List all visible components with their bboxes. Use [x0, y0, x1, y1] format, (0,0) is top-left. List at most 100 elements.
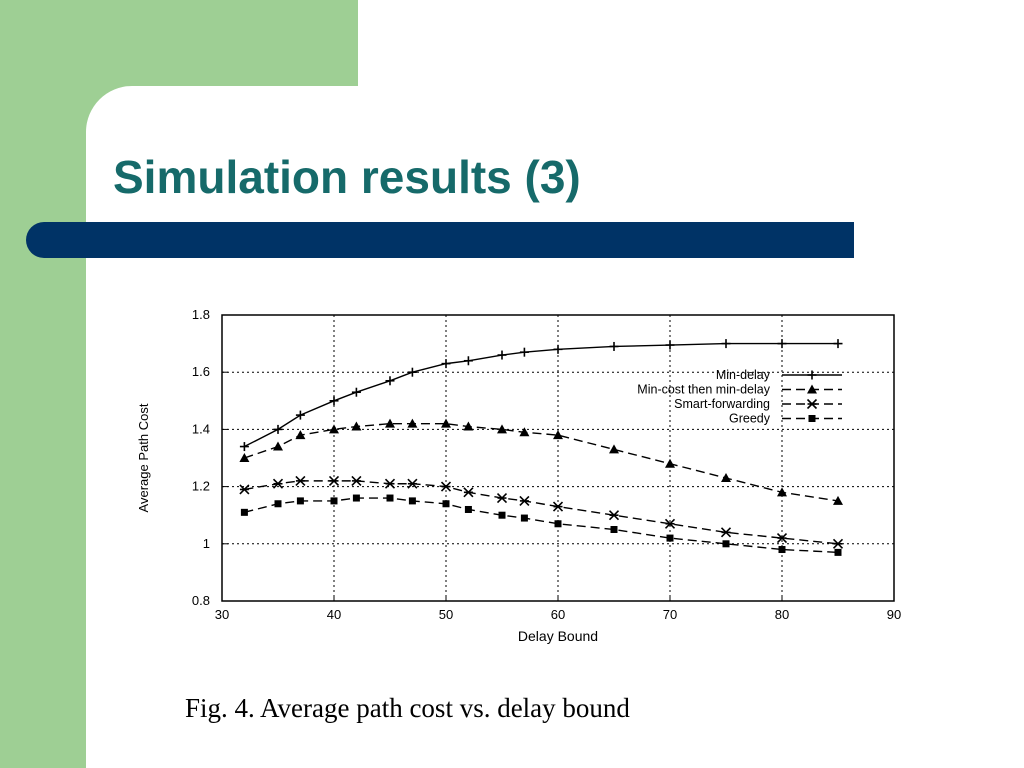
data-point	[463, 487, 474, 498]
data-point	[554, 520, 562, 528]
data-point	[407, 367, 417, 377]
legend-label: Min-delay	[716, 368, 771, 382]
series-line	[244, 422, 839, 502]
data-point	[498, 511, 506, 519]
data-point	[832, 538, 844, 549]
data-point	[441, 359, 451, 369]
x-axis-label: Delay Bound	[518, 628, 598, 644]
data-point	[666, 534, 674, 542]
data-point	[407, 418, 418, 428]
data-point	[240, 508, 248, 516]
data-point	[407, 478, 418, 489]
data-point	[664, 518, 676, 529]
data-point	[807, 370, 817, 380]
legend-item: Smart-forwarding	[674, 397, 842, 411]
x-tick-label: 60	[551, 607, 565, 622]
data-point	[808, 415, 816, 422]
legend-item: Min-cost then min-delay	[637, 383, 842, 397]
y-tick-label: 1.6	[192, 364, 210, 379]
data-point	[464, 505, 472, 513]
data-point	[608, 510, 620, 521]
data-point	[610, 526, 618, 533]
data-point	[463, 421, 474, 431]
axis-ticks: 30 40 50 60 70 80 90 0.8 1 1.2 1.4 1.6 1.8	[192, 307, 901, 622]
series-1	[239, 339, 843, 452]
y-tick-label: 1.2	[192, 479, 210, 494]
data-point	[441, 418, 451, 428]
data-point	[329, 396, 339, 406]
x-tick-label: 30	[215, 607, 229, 622]
data-point	[609, 341, 619, 351]
series-2	[239, 418, 843, 505]
data-point	[519, 347, 529, 357]
data-point	[239, 484, 250, 495]
y-tick-label: 0.8	[192, 593, 210, 608]
series-4	[240, 494, 842, 556]
data-point	[295, 475, 306, 486]
data-point	[351, 421, 362, 431]
x-tick-label: 80	[775, 607, 789, 622]
data-point	[273, 424, 283, 434]
y-tick-label: 1.8	[192, 307, 210, 322]
data-point	[665, 458, 675, 468]
legend-label: Min-cost then min-delay	[637, 383, 770, 397]
y-tick-label: 1.4	[192, 421, 210, 436]
data-point	[440, 481, 452, 492]
x-tick-label: 90	[887, 607, 901, 622]
data-point	[296, 497, 304, 505]
data-point	[273, 441, 283, 451]
data-point	[519, 427, 530, 437]
y-tick-label: 1	[203, 536, 210, 551]
data-point	[806, 398, 818, 410]
data-point	[386, 494, 394, 502]
data-point	[834, 548, 842, 556]
data-point	[552, 501, 564, 512]
y-axis-label: Average Path Cost	[136, 403, 151, 512]
x-tick-label: 70	[663, 607, 677, 622]
data-point	[520, 514, 528, 522]
data-point	[777, 487, 787, 497]
data-point	[239, 453, 250, 462]
data-point	[239, 442, 249, 452]
data-point	[352, 494, 360, 502]
data-point	[833, 495, 843, 505]
data-point	[295, 410, 305, 420]
plot-frame	[221, 314, 895, 602]
x-tick-label: 40	[327, 607, 341, 622]
figure-caption: Fig. 4. Average path cost vs. delay boun…	[185, 693, 630, 723]
content-panel	[86, 86, 1024, 768]
data-point	[329, 424, 339, 434]
data-point	[833, 339, 843, 349]
data-point	[807, 384, 817, 394]
legend-item: Min-delay	[716, 368, 842, 382]
title-underline-bar	[26, 222, 854, 258]
data-point	[720, 527, 732, 538]
data-point	[519, 495, 530, 506]
chart-grid	[222, 315, 894, 601]
legend-label: Smart-forwarding	[674, 397, 770, 411]
data-point	[274, 500, 282, 508]
data-point	[778, 546, 786, 554]
data-point	[328, 475, 340, 486]
data-point	[497, 350, 507, 360]
data-point	[497, 424, 507, 434]
data-point	[721, 339, 731, 349]
x-tick-label: 50	[439, 607, 453, 622]
series-3	[239, 475, 844, 549]
legend-item: Greedy	[729, 412, 842, 426]
legend-label: Greedy	[729, 412, 771, 426]
data-point	[442, 500, 450, 508]
data-point	[351, 475, 362, 486]
data-point	[408, 497, 416, 505]
data-point	[463, 356, 473, 366]
data-point	[722, 540, 730, 548]
data-point	[553, 430, 563, 440]
data-point	[272, 478, 284, 489]
data-point	[384, 478, 396, 489]
data-point	[385, 376, 395, 386]
series-line	[244, 480, 839, 545]
data-point	[553, 344, 563, 354]
data-point	[295, 430, 306, 440]
